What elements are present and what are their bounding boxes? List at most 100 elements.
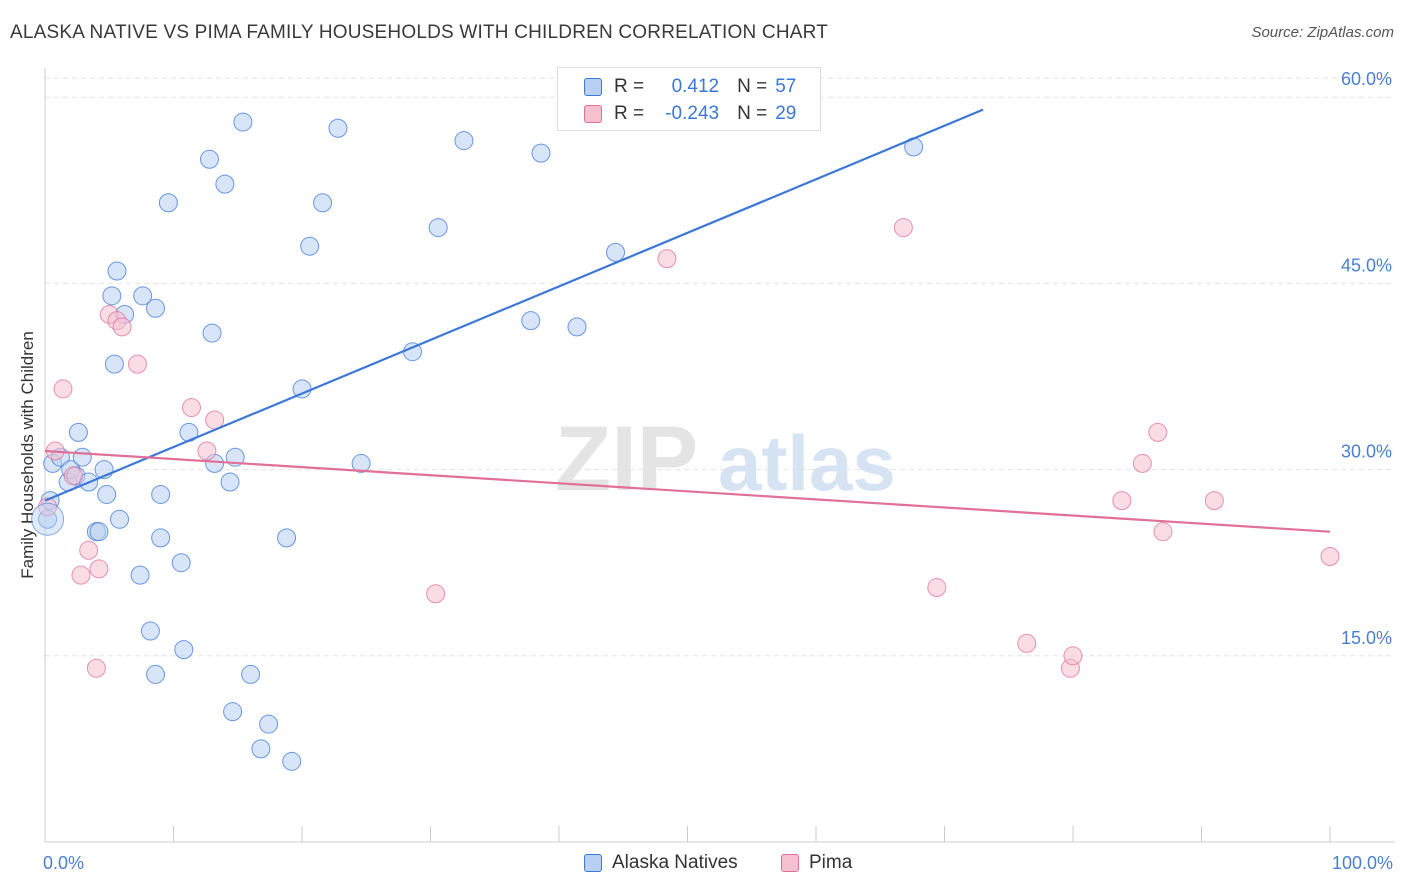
legend-label-alaska: Alaska Natives xyxy=(612,852,738,873)
watermark-zip: ZIP xyxy=(555,408,698,510)
data-series xyxy=(31,112,1340,771)
alaska-point xyxy=(146,298,166,318)
pima-point xyxy=(53,379,73,399)
alaska-point xyxy=(130,565,150,585)
pima-point xyxy=(128,354,148,374)
pima-point xyxy=(1204,491,1224,511)
series-pima xyxy=(38,218,1340,678)
alaska-point xyxy=(133,286,153,306)
alaska-point xyxy=(567,317,587,337)
alaska-point xyxy=(202,323,222,343)
alaska-point xyxy=(110,509,130,529)
pima-point xyxy=(1320,547,1340,567)
alaska-point xyxy=(89,522,109,542)
alaska-point xyxy=(68,422,88,442)
alaska-point xyxy=(251,739,271,759)
alaska-point xyxy=(220,472,240,492)
pima-point xyxy=(927,578,947,598)
x-tick-label-min: 0.0% xyxy=(43,853,84,873)
alaska-point xyxy=(140,621,160,641)
pima-swatch-icon xyxy=(781,854,799,872)
pima-point xyxy=(89,559,109,579)
series-legend: Alaska Natives Pima xyxy=(0,852,1406,876)
trend-line-pima xyxy=(44,449,1331,533)
alaska-point xyxy=(223,702,243,722)
alaska-point xyxy=(313,193,333,213)
pima-point xyxy=(426,584,446,604)
x-tick-label-max: 100.0% xyxy=(1332,853,1393,873)
pima-point xyxy=(657,249,677,269)
alaska-point xyxy=(233,112,253,132)
alaska-point xyxy=(259,714,279,734)
y-tick-label: 45.0% xyxy=(1341,255,1392,275)
legend-label-pima: Pima xyxy=(809,852,853,873)
alaska-point xyxy=(277,528,297,548)
series-alaska-natives xyxy=(38,112,924,771)
alaska-point xyxy=(606,242,626,262)
alaska-point xyxy=(146,664,166,684)
chart-title: ALASKA NATIVE VS PIMA FAMILY HOUSEHOLDS … xyxy=(10,22,828,43)
tick-labels: 15.0% 30.0% 45.0% 60.0% 0.0% 100.0% xyxy=(43,69,1393,873)
alaska-point xyxy=(199,149,219,169)
pima-point xyxy=(197,441,217,461)
alaska-point xyxy=(102,286,122,306)
r-label: R = xyxy=(614,103,645,124)
alaska-point xyxy=(158,193,178,213)
pima-swatch-icon xyxy=(584,105,602,123)
n-label: N = xyxy=(737,103,768,124)
pima-point xyxy=(893,218,913,238)
pima-point xyxy=(112,317,132,337)
alaska-point xyxy=(107,261,127,281)
alaska-point xyxy=(151,528,171,548)
pima-point xyxy=(71,565,91,585)
alaska-point xyxy=(454,131,474,151)
pima-point xyxy=(1063,646,1083,666)
y-tick-label: 30.0% xyxy=(1341,442,1392,462)
alaska-swatch-icon xyxy=(584,78,602,96)
alaska-point xyxy=(151,484,171,504)
pima-point xyxy=(1153,522,1173,542)
trend-lines xyxy=(44,108,1331,533)
alaska-point xyxy=(531,143,551,163)
pima-point xyxy=(79,540,99,560)
alaska-point xyxy=(174,640,194,660)
alaska-point xyxy=(241,664,261,684)
alaska-point xyxy=(351,453,371,473)
alaska-point xyxy=(72,447,92,467)
legend-row-pima: R = -0.243 N = 29 xyxy=(584,103,796,125)
pima-point xyxy=(1017,633,1037,653)
y-tick-label: 60.0% xyxy=(1341,69,1392,89)
legend-item-pima: Pima xyxy=(781,852,852,874)
pima-point xyxy=(63,466,83,486)
pima-point xyxy=(1132,453,1152,473)
source-label: Source: ZipAtlas.com xyxy=(1251,24,1394,41)
alaska-point xyxy=(428,218,448,238)
n-value-alaska: 57 xyxy=(775,76,797,97)
alaska-point xyxy=(521,311,541,331)
gridlines xyxy=(45,77,1395,657)
y-tick-label: 15.0% xyxy=(1341,628,1392,648)
r-value-alaska: 0.412 xyxy=(671,76,720,97)
pima-point xyxy=(181,398,201,418)
watermark-atlas: atlas xyxy=(718,419,896,507)
n-value-pima: 29 xyxy=(775,103,797,124)
alaska-point xyxy=(328,118,348,138)
r-label: R = xyxy=(614,76,645,97)
pima-point xyxy=(38,497,58,517)
alaska-swatch-icon xyxy=(584,854,602,872)
alaska-point xyxy=(215,174,235,194)
legend-item-alaska: Alaska Natives xyxy=(584,852,738,874)
pima-point xyxy=(86,658,106,678)
alaska-point xyxy=(104,354,124,374)
legend-row-alaska: R = 0.412 N = 57 xyxy=(584,76,796,98)
r-value-pima: -0.243 xyxy=(665,103,720,124)
watermark: ZIP atlas xyxy=(555,408,896,510)
alaska-point xyxy=(171,553,191,573)
alaska-point-large xyxy=(31,502,65,536)
alaska-point xyxy=(300,236,320,256)
correlation-legend: R = 0.412 N = 57 R = -0.243 N = 29 xyxy=(557,67,821,131)
trend-line-alaska xyxy=(44,108,984,502)
axes xyxy=(44,68,1395,843)
n-label: N = xyxy=(737,76,768,97)
